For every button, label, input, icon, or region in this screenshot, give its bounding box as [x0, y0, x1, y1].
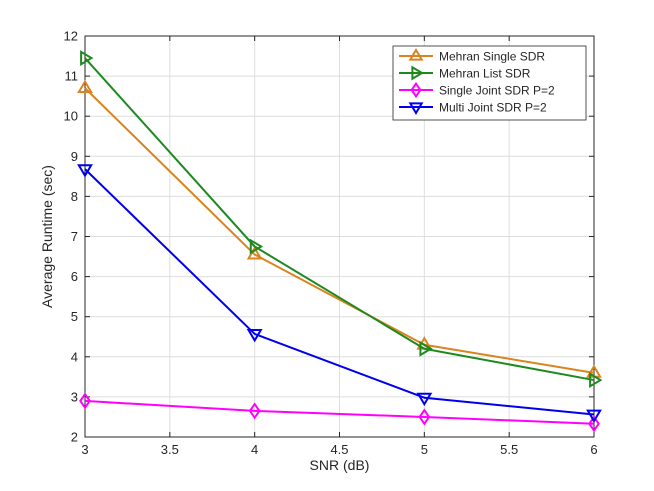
data-point-marker — [248, 402, 261, 420]
x-tick-label: 6 — [590, 442, 597, 457]
series-2 — [80, 50, 603, 388]
data-point-marker — [77, 79, 93, 94]
legend-label: Mehran Single SDR — [439, 49, 545, 63]
x-axis-label: SNR (dB) — [310, 457, 370, 473]
series-3 — [79, 392, 600, 433]
x-tick-label: 3 — [81, 442, 88, 457]
y-tick-label: 5 — [71, 309, 78, 324]
x-tick-label: 3.5 — [161, 442, 179, 457]
legend-entry: Mehran List SDR — [399, 65, 531, 81]
legend-label: Single Joint SDR P=2 — [439, 83, 555, 97]
legend: Mehran Single SDR Mehran List SDR Single J… — [392, 45, 587, 121]
y-tick-label: 2 — [71, 430, 78, 445]
y-tick-label: 10 — [64, 109, 78, 124]
legend-label: Mehran List SDR — [439, 66, 531, 80]
y-tick-label: 12 — [64, 29, 78, 44]
legend-entry: Mehran Single SDR — [399, 48, 545, 63]
data-point-marker — [588, 415, 600, 433]
legend-marker — [408, 102, 424, 115]
series-line — [84, 87, 595, 374]
data-point-marker — [249, 238, 264, 255]
y-tick-label: 8 — [71, 189, 78, 204]
data-point-marker — [418, 408, 431, 426]
legend-label: Multi Joint SDR P=2 — [439, 100, 547, 114]
data-point-marker — [246, 329, 263, 343]
series-line — [84, 168, 595, 416]
data-point-marker — [589, 372, 603, 388]
data-point-marker — [80, 50, 94, 66]
y-tick-label: 7 — [71, 229, 78, 244]
x-tick-label: 5 — [421, 442, 428, 457]
data-point-marker — [79, 392, 91, 410]
legend-entry: Multi Joint SDR P=2 — [399, 100, 547, 115]
y-axis-label: Average Runtime (sec) — [39, 165, 55, 308]
series-layer — [77, 50, 603, 433]
y-tick-label: 9 — [71, 149, 78, 164]
y-tick-label: 6 — [71, 269, 78, 284]
y-tick-label: 11 — [65, 69, 79, 84]
data-point-marker — [416, 392, 433, 407]
data-point-marker — [419, 340, 433, 357]
legend-marker — [411, 65, 424, 81]
data-point-marker — [77, 164, 93, 178]
legend-entry: Single Joint SDR P=2 — [399, 81, 555, 99]
x-tick-label: 4 — [251, 442, 258, 457]
x-tick-label: 4.5 — [330, 442, 348, 457]
series-line — [84, 57, 595, 382]
y-tick-label: 4 — [71, 349, 78, 364]
x-tick-label: 5.5 — [500, 442, 518, 457]
legend-marker — [410, 81, 422, 99]
series-4 — [77, 164, 602, 424]
legend-marker — [408, 48, 424, 61]
data-point-marker — [586, 409, 602, 424]
y-tick-label: 3 — [71, 389, 78, 404]
series-line — [84, 399, 595, 425]
